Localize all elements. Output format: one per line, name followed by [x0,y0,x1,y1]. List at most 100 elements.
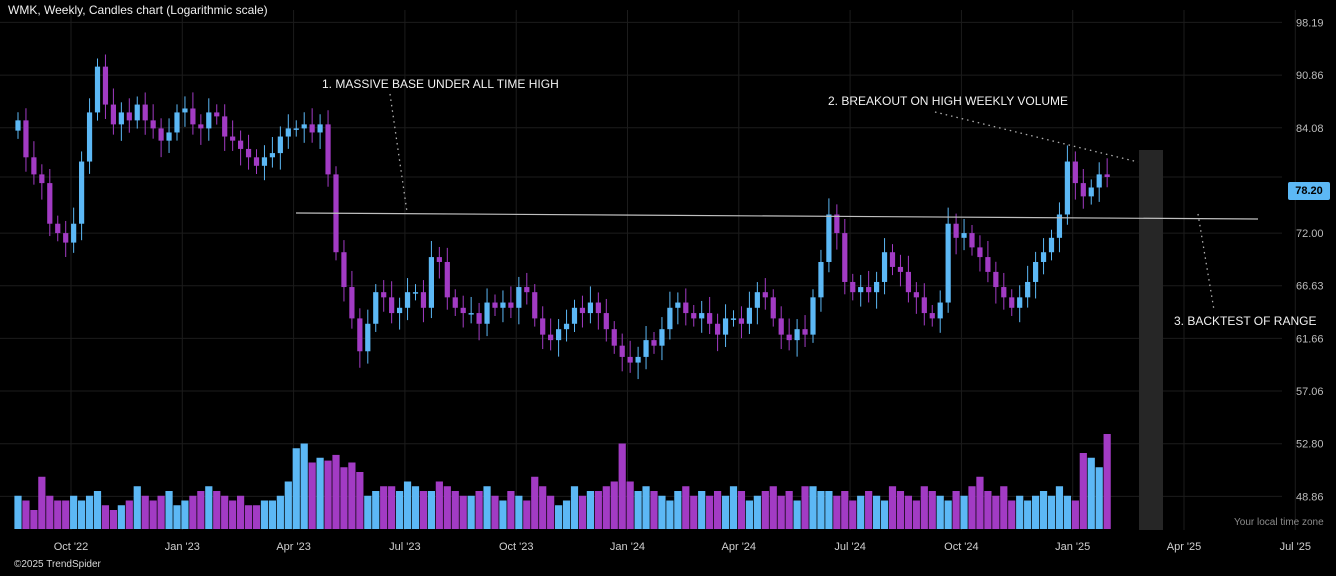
candle-body [317,124,323,133]
candle-body [659,329,665,346]
candle-body [786,334,792,341]
candle-body [373,292,379,324]
volume-bar [1079,453,1087,529]
x-tick-label: Jul '25 [1280,541,1311,553]
volume-bar [125,500,133,529]
x-tick-label: Oct '24 [944,541,979,553]
volume-bar [841,491,849,529]
volume-bar [221,495,229,529]
volume-bar [721,495,730,529]
x-tick-label: Apr '23 [276,541,311,553]
candle-body [778,318,784,335]
volume-bar [729,486,738,529]
candle-body [150,120,156,129]
volume-bar [968,486,976,529]
candle-body [516,287,522,308]
candle-body [238,140,244,149]
volume-bar [101,505,110,529]
candle-body [587,302,593,314]
candle-body [452,297,458,308]
candle-body [627,356,633,363]
volume-bar [380,486,388,529]
volume-bar [1024,500,1032,529]
volume-bar [1000,486,1008,529]
volume-bar [427,491,435,529]
volume-bar [70,495,78,529]
volume-bar [499,500,507,529]
candle-body [460,307,466,314]
candle-body [102,66,109,105]
candle-body [325,124,331,175]
volume-bar [197,491,205,529]
volume-bar [555,505,563,529]
candle-body [397,307,403,314]
candle-body [532,292,538,319]
volume-bar [936,495,944,529]
volume-bar [14,495,22,529]
candle-body [667,307,673,330]
volume-bar [698,491,706,529]
volume-bar [300,443,308,529]
volume-bar [117,505,125,529]
candle-body [866,287,872,293]
volume-bar [570,486,579,529]
annotation-backtest: 3. BACKTEST OF RANGE [1174,314,1317,328]
volume-bar [817,491,825,529]
volume-bar [411,486,420,529]
candle-body [611,329,617,346]
volume-bar [173,505,181,529]
y-axis: 98.19 90.86 84.08 72.00 66.63 61.66 57.06 52.80… [1296,17,1324,503]
volume-bar [753,495,761,529]
volume-bar [888,486,897,529]
volume-bar [157,495,165,529]
volume-bar [682,486,690,529]
candle-body [675,302,681,308]
candle-body [889,252,896,267]
candle-body [929,313,935,319]
volume-bar [602,486,610,529]
volume-bar [229,500,237,529]
candle-body [1040,252,1047,262]
current-price-tag: 78.20 [1288,182,1330,200]
x-tick-label: Jan '25 [1055,541,1090,553]
volume-bar [1032,495,1040,529]
y-tick-label: 98.19 [1296,17,1324,29]
x-tick-label: Apr '24 [722,541,757,553]
volume-bar [181,500,189,529]
volume-bar [292,448,300,529]
candle-body [214,112,220,117]
candle-body [198,124,204,129]
candle-body [389,297,395,314]
candle-body [71,223,77,243]
candle-body [365,323,371,352]
leader-ann2 [934,111,1139,163]
volume-bar [324,460,332,529]
candle-body [63,233,69,243]
y-tick-label: 90.86 [1296,70,1324,82]
candle-body [651,340,657,346]
candle-body [261,157,268,166]
candle-body [643,340,649,357]
candle-body [1072,161,1078,184]
volume-bar [78,500,86,529]
candle-body [881,252,888,282]
volume-bar [586,491,594,529]
candle-body [484,302,490,324]
volume-bar [1087,457,1095,529]
candle-body [874,281,880,293]
volume-bar [920,486,928,529]
volume-bar [62,500,70,529]
candle-body [619,345,625,357]
candle-body [738,318,745,324]
volume-bar [960,495,968,529]
volume-bar [348,462,356,529]
candle-body [683,302,689,314]
x-axis: Oct '22 Jan '23 Apr '23 Jul '23 Oct '23 Jan '… [54,541,1311,553]
candle-body [500,302,506,308]
volume-bar [364,495,372,529]
candle-body [182,108,188,113]
volume-bar [38,476,46,529]
volume-bar [904,495,912,529]
candle-body [15,120,21,131]
